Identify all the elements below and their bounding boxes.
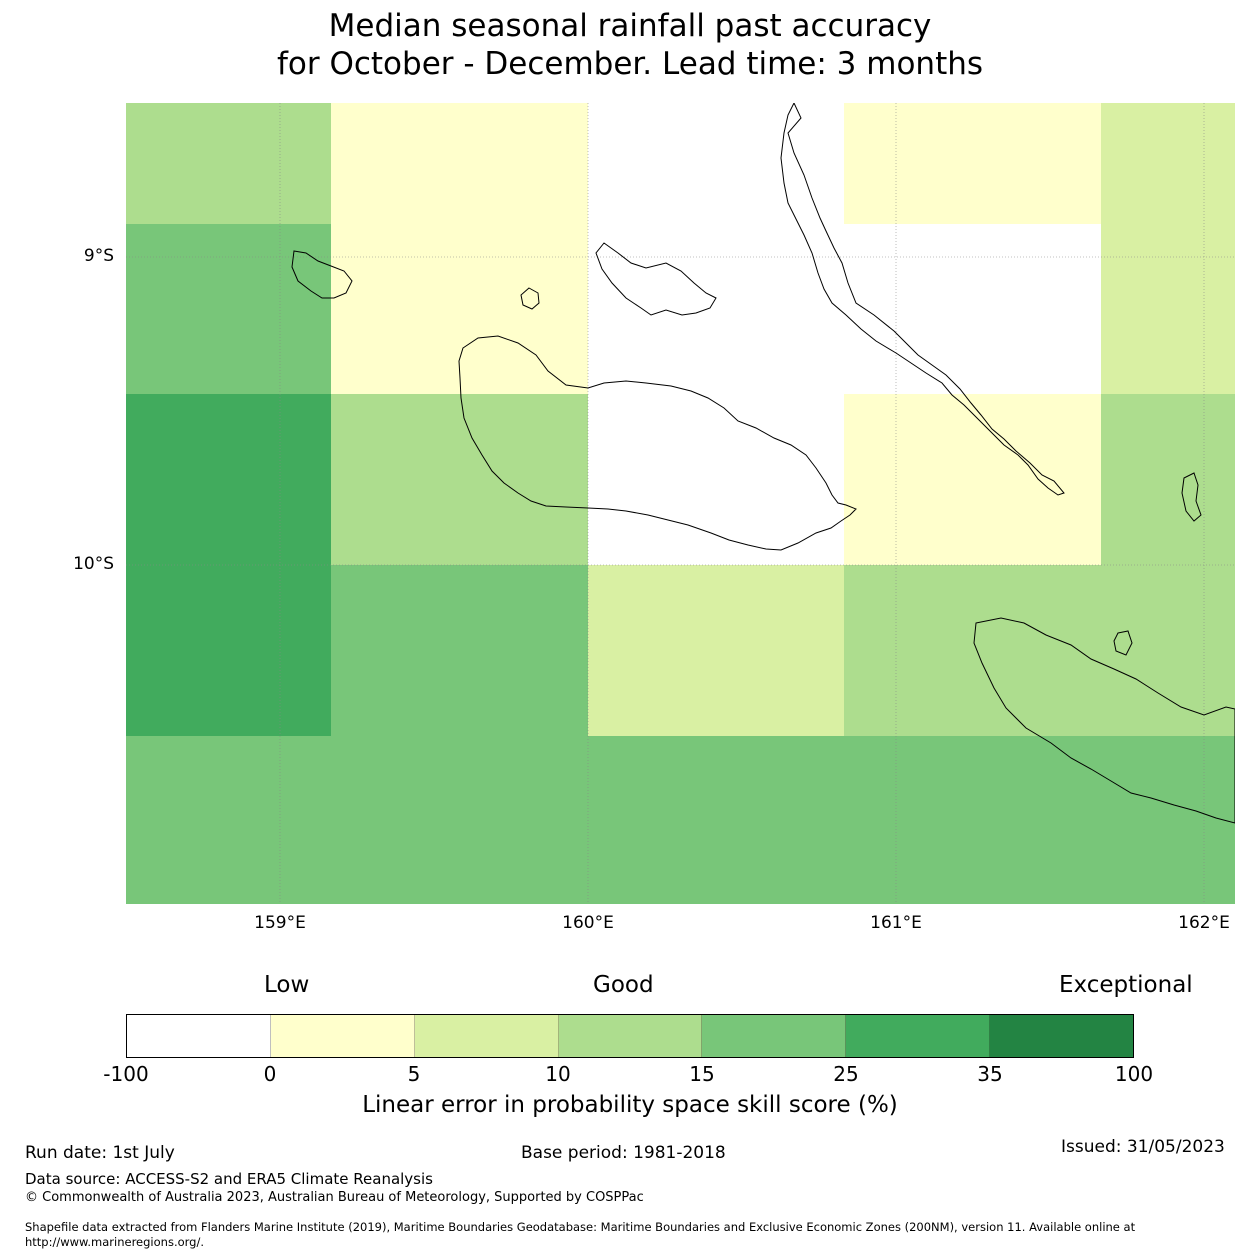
- skill-cell-r4-c2: [588, 736, 844, 904]
- skill-cell-r0-c1: [331, 103, 588, 224]
- colorbar-segment: [990, 1015, 1134, 1057]
- skill-cell-r0-c0: [126, 103, 331, 224]
- copyright-notice: © Commonwealth of Australia 2023, Austra…: [25, 1190, 644, 1205]
- colorbar-segment: [270, 1015, 415, 1057]
- colorbar-tick: 0: [263, 1062, 277, 1086]
- skill-cell-r2-c2: [588, 394, 844, 565]
- base-period: Base period: 1981-2018: [521, 1143, 726, 1163]
- colorbar-segment: [702, 1015, 847, 1057]
- skill-cell-r2-c4: [1101, 394, 1235, 565]
- map-title-line-2: for October - December. Lead time: 3 mon…: [276, 46, 984, 82]
- coastlines: [291, 103, 1235, 824]
- lon-label-161e: 161°E: [870, 913, 922, 933]
- legend-category-exceptional: Exceptional: [1059, 972, 1193, 998]
- colorbar: [126, 1014, 1134, 1058]
- colorbar-tick: 5: [407, 1062, 421, 1086]
- coastline-savo: [520, 287, 540, 310]
- colorbar-tick: -100: [103, 1062, 149, 1086]
- lon-label-160e: 160°E: [562, 913, 614, 933]
- lon-label-159e: 159°E: [254, 913, 306, 933]
- skill-cell-r2-c0: [126, 394, 331, 565]
- colorbar-tick: 100: [1114, 1062, 1154, 1086]
- coastline-ugi: [1113, 630, 1133, 656]
- skill-cell-r0-c2: [588, 103, 844, 224]
- colorbar-segment: [846, 1015, 991, 1057]
- issued-date: Issued: 31/05/2023: [1061, 1137, 1225, 1157]
- colorbar-tick: 10: [545, 1062, 571, 1086]
- skill-cell-r3-c4: [1101, 565, 1235, 736]
- colorbar-segment: [558, 1015, 703, 1057]
- lat-label-10s: 10°S: [73, 554, 114, 574]
- colorbar-segment: [127, 1015, 271, 1057]
- skill-cell-r2-c3: [844, 394, 1101, 565]
- shapefile-credit: Shapefile data extracted from Flanders M…: [25, 1220, 1136, 1249]
- data-source: Data source: ACCESS-S2 and ERA5 Climate …: [25, 1170, 433, 1188]
- run-date: Run date: 1st July: [25, 1143, 175, 1163]
- legend-category-good: Good: [593, 972, 654, 998]
- skill-cell-r1-c3: [844, 224, 1101, 394]
- lon-label-162e: 162°E: [1178, 913, 1230, 933]
- skill-cell-r4-c3: [844, 736, 1101, 904]
- skill-cell-r1-c0: [126, 224, 331, 394]
- skill-cell-r2-c1: [331, 394, 588, 565]
- skill-cell-r3-c2: [588, 565, 844, 736]
- coastline-guadalcanal: [458, 335, 857, 551]
- skill-map: [126, 103, 1235, 904]
- colorbar-label: Linear error in probability space skill …: [362, 1092, 898, 1118]
- skill-cell-r3-c3: [844, 565, 1101, 736]
- skill-cell-r4-c0: [126, 736, 331, 904]
- skill-cell-r0-c4: [1101, 103, 1235, 224]
- coastline-malaita: [780, 103, 1065, 496]
- skill-grid-cells: [126, 103, 1235, 904]
- skill-cell-r4-c4: [1101, 736, 1235, 904]
- skill-cell-r4-c1: [331, 736, 588, 904]
- skill-map-svg: [126, 103, 1235, 904]
- coastline-russell-islands: [291, 250, 353, 299]
- skill-cell-r0-c3: [844, 103, 1101, 224]
- colorbar-segment: [414, 1015, 559, 1057]
- legend-category-low: Low: [264, 972, 310, 998]
- skill-cell-r3-c0: [126, 565, 331, 736]
- skill-cell-r1-c4: [1101, 224, 1235, 394]
- graticule: [126, 103, 1235, 904]
- map-title-line-1: Median seasonal rainfall past accuracy: [328, 8, 932, 44]
- colorbar-tick: 25: [833, 1062, 859, 1086]
- coastline-makira: [973, 617, 1235, 824]
- skill-cell-r1-c2: [588, 224, 844, 394]
- lat-label-9s: 9°S: [83, 246, 114, 266]
- colorbar-tick: 35: [977, 1062, 1003, 1086]
- coastline-florida-islands: [595, 242, 717, 316]
- coastline-ulawa: [1181, 472, 1202, 522]
- colorbar-tick: 15: [689, 1062, 715, 1086]
- skill-cell-r3-c1: [331, 565, 588, 736]
